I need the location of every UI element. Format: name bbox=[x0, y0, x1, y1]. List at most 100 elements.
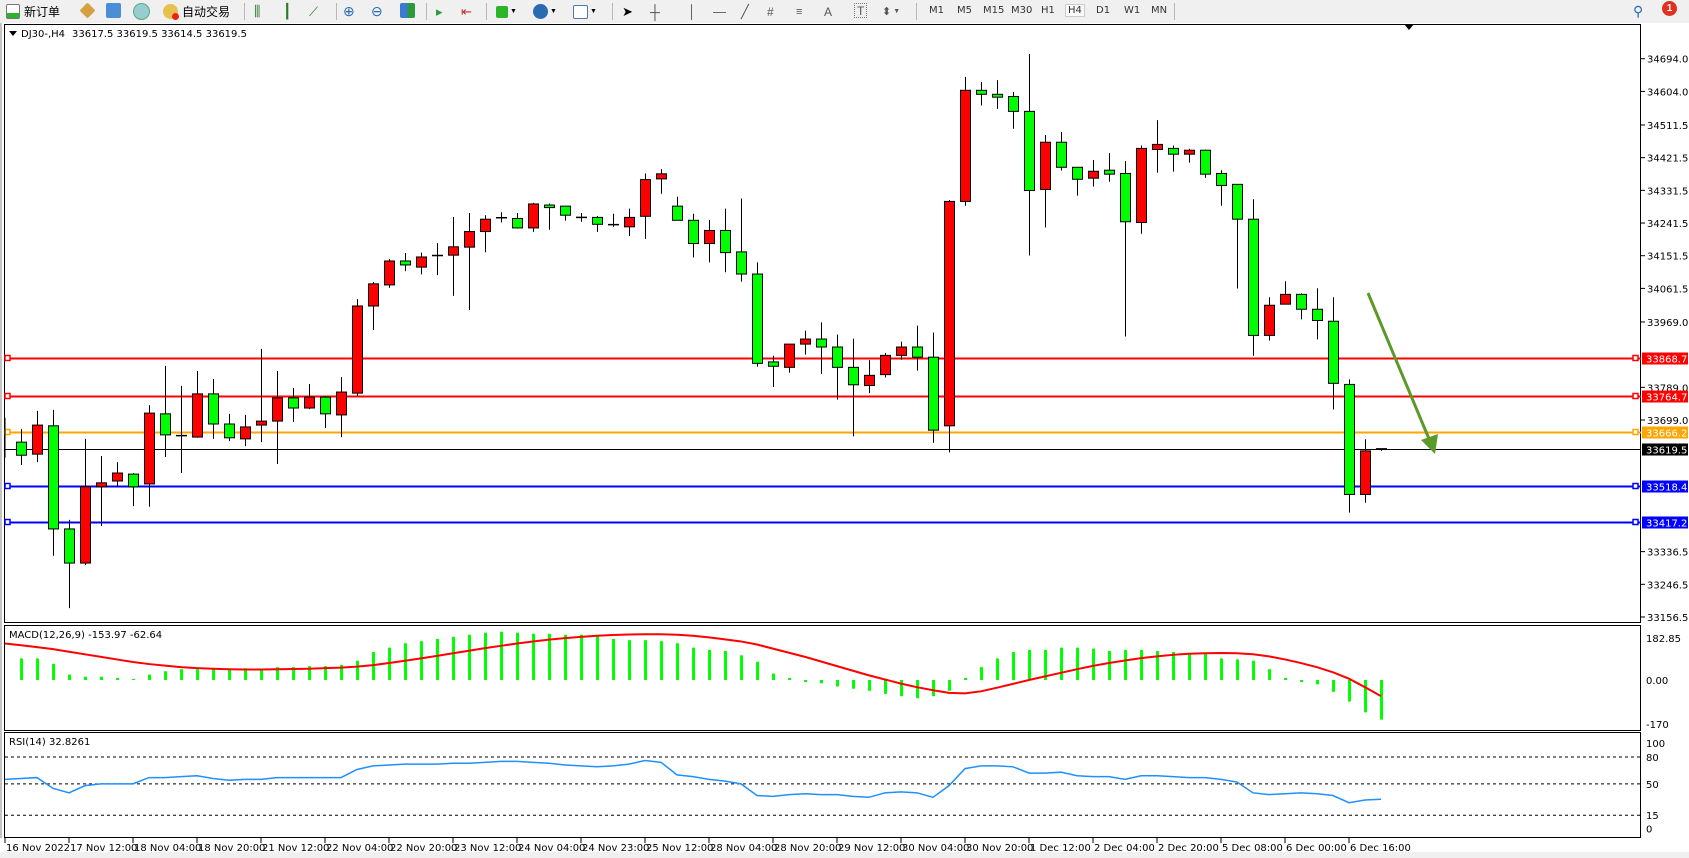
new-order-button[interactable]: 新订单 bbox=[6, 3, 60, 20]
macd-histogram-bar bbox=[948, 680, 951, 691]
candle bbox=[16, 429, 27, 466]
candle bbox=[656, 169, 667, 194]
candle bbox=[64, 519, 75, 609]
price-tick-label: 34421.5 bbox=[1647, 154, 1688, 165]
candle-body bbox=[64, 528, 75, 564]
candle-body bbox=[976, 89, 987, 95]
macd-histogram-bar bbox=[1284, 677, 1287, 680]
template-icon bbox=[573, 4, 588, 19]
macd-histogram-bar bbox=[692, 647, 695, 680]
zoom-out-icon[interactable]: ⊖ bbox=[371, 3, 383, 19]
templates-button[interactable]: ▼ bbox=[573, 3, 597, 20]
rsi-pane-frame bbox=[4, 732, 1641, 838]
dropdown-arrow-icon: ▼ bbox=[510, 8, 517, 15]
timeframe-h4[interactable]: H4 bbox=[1065, 4, 1085, 17]
macd-histogram-bar bbox=[1252, 660, 1255, 680]
rsi-tick-label: 15 bbox=[1646, 811, 1659, 822]
time-tick-label: 22 Nov 20:00 bbox=[390, 843, 457, 854]
time-tick-label: 18 Nov 20:00 bbox=[198, 843, 265, 854]
dropdown-arrow-icon: ▼ bbox=[590, 8, 597, 15]
search-icon[interactable]: ⚲ bbox=[1633, 3, 1644, 19]
periods-button[interactable]: ▼ bbox=[533, 3, 557, 20]
candle bbox=[176, 385, 187, 474]
trendline-icon[interactable]: ╱ bbox=[741, 3, 749, 19]
macd-histogram-bar bbox=[164, 671, 167, 680]
chart-shift-marker-icon[interactable] bbox=[1404, 24, 1414, 30]
fibonacci-icon[interactable]: ≡ bbox=[796, 5, 803, 18]
candle bbox=[832, 334, 843, 400]
level-handle-left bbox=[4, 428, 11, 436]
candle-body bbox=[384, 260, 395, 286]
text-icon[interactable]: A bbox=[824, 4, 833, 19]
text-label-icon[interactable]: T bbox=[854, 3, 868, 18]
chart-shift-icon[interactable]: ▸ bbox=[436, 3, 443, 19]
macd-signal-line bbox=[4, 633, 1382, 697]
auto-trading-button[interactable]: 自动交易 bbox=[163, 3, 230, 20]
horizontal-line-icon[interactable]: — bbox=[713, 4, 726, 19]
time-tick-label: 22 Nov 04:00 bbox=[326, 843, 393, 854]
auto-trading-icon bbox=[163, 4, 179, 20]
timeframe-m15[interactable]: M15 bbox=[983, 5, 1005, 16]
candlestick-chart-icon[interactable]: ┃ bbox=[283, 3, 292, 19]
tile-windows-icon[interactable] bbox=[400, 3, 415, 18]
auto-scroll-icon[interactable]: ⇤ bbox=[461, 3, 472, 19]
trend-arrow[interactable] bbox=[1366, 292, 1438, 454]
candle bbox=[1312, 288, 1323, 340]
candle-body bbox=[928, 356, 939, 431]
crosshair-icon[interactable]: ┼ bbox=[650, 3, 660, 20]
collapse-triangle-icon[interactable] bbox=[9, 31, 17, 36]
candle bbox=[864, 360, 875, 394]
macd-histogram-bar bbox=[116, 677, 119, 680]
price-tick-label: 34061.5 bbox=[1647, 284, 1688, 295]
candle bbox=[1344, 379, 1355, 513]
arrow-shaft bbox=[1366, 292, 1434, 447]
timeframe-m5[interactable]: M5 bbox=[957, 5, 972, 16]
macd-tick-label: 182.85 bbox=[1646, 634, 1681, 645]
timeframe-mn[interactable]: MN bbox=[1151, 5, 1168, 16]
macd-histogram-bar bbox=[580, 634, 583, 680]
timeframe-h1[interactable]: H1 bbox=[1041, 5, 1055, 16]
macd-histogram-bar bbox=[628, 640, 631, 680]
candle bbox=[608, 213, 619, 227]
candle bbox=[976, 81, 987, 106]
main-pane-frame bbox=[4, 24, 1641, 623]
candle bbox=[1136, 145, 1147, 234]
zoom-in-icon[interactable]: ⊕ bbox=[343, 3, 355, 19]
bar-chart-icon[interactable]: ⫼ bbox=[254, 3, 261, 19]
candle-body bbox=[1088, 170, 1099, 179]
timeframe-w1[interactable]: W1 bbox=[1124, 5, 1141, 16]
signal-icon[interactable] bbox=[133, 3, 150, 20]
timeframe-m30[interactable]: M30 bbox=[1011, 5, 1033, 16]
timeframe-d1[interactable]: D1 bbox=[1096, 5, 1111, 16]
time-tick-label: 2 Dec 20:00 bbox=[1158, 843, 1219, 854]
macd-histogram-bar bbox=[52, 663, 55, 680]
macd-histogram-bar bbox=[740, 655, 743, 680]
arrows-button[interactable]: ⬍ ▼ bbox=[882, 3, 900, 20]
candle bbox=[720, 208, 731, 273]
candle bbox=[704, 219, 715, 263]
macd-histogram-bar bbox=[708, 649, 711, 680]
candle bbox=[624, 208, 635, 236]
timeframe-m1[interactable]: M1 bbox=[929, 5, 944, 16]
candle bbox=[848, 338, 859, 437]
indicators-button[interactable]: ▼ bbox=[496, 3, 517, 20]
price-tick-label: 34604.0 bbox=[1647, 87, 1688, 98]
cursor-icon[interactable]: ➤ bbox=[622, 3, 633, 19]
candle-body bbox=[1184, 149, 1195, 155]
candle-body bbox=[592, 216, 603, 225]
macd-histogram-bar bbox=[1092, 648, 1095, 680]
candle-body bbox=[32, 424, 43, 455]
macd-histogram-bar bbox=[324, 666, 327, 680]
price-tick-label: 34151.5 bbox=[1647, 252, 1688, 263]
candle bbox=[96, 455, 107, 527]
data-window-icon[interactable] bbox=[106, 3, 121, 18]
candle-body bbox=[832, 346, 843, 368]
candle bbox=[496, 212, 507, 223]
notifications-button[interactable]: 1 bbox=[1662, 0, 1677, 17]
rsi-tick-label: 0 bbox=[1646, 825, 1652, 836]
candle-body bbox=[1024, 110, 1035, 192]
line-chart-icon[interactable]: ⟋ bbox=[309, 3, 319, 19]
vertical-line-icon[interactable]: │ bbox=[688, 4, 697, 19]
equidistant-channel-icon[interactable]: # bbox=[767, 4, 774, 19]
